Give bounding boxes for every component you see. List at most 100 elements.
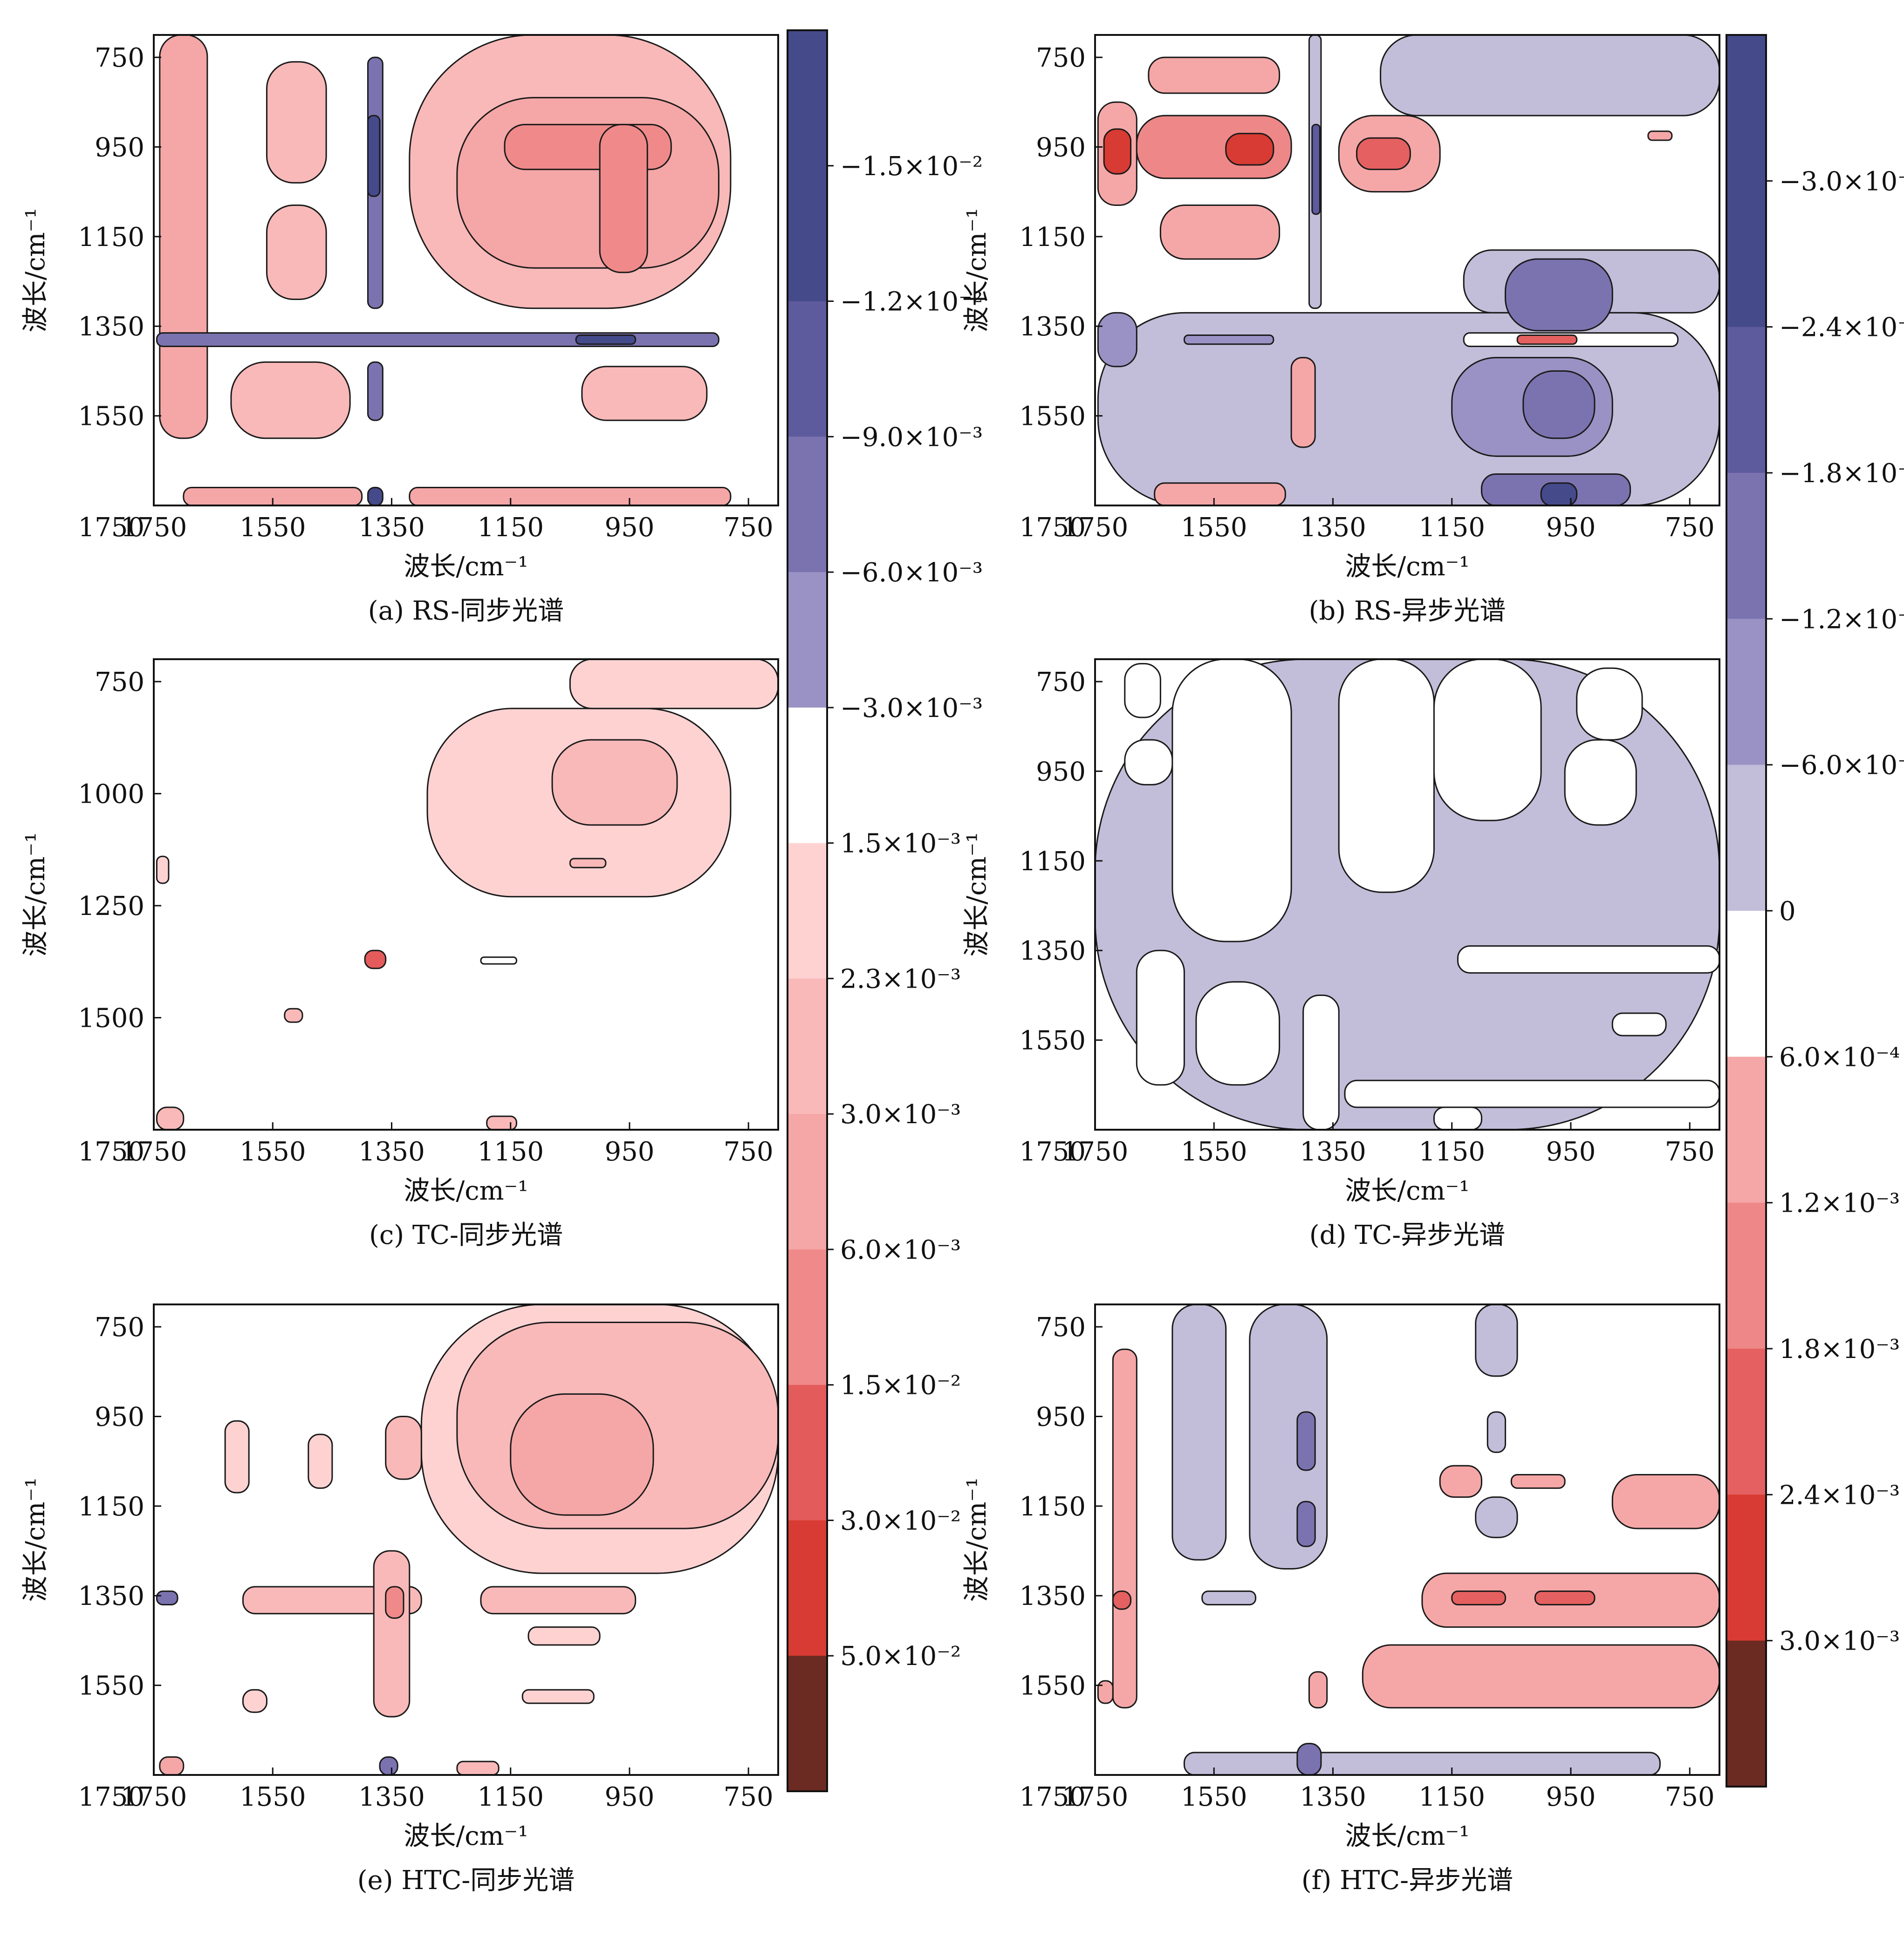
- colorbar-tick-label: 1.5×10⁻²: [840, 1371, 961, 1401]
- contour-region-c-1: [569, 659, 778, 710]
- x-tick-label: 1550: [1181, 1137, 1247, 1167]
- y-tick-label: 950: [95, 132, 144, 163]
- contour-hole-d-6: [1564, 739, 1637, 826]
- x-tick-label: 1750: [1062, 512, 1129, 543]
- colorbar-swatch: [788, 1114, 827, 1250]
- y-tick-label: 1150: [1019, 846, 1086, 877]
- y-tick-label: 950: [1036, 132, 1086, 163]
- x-tick-label: 1150: [477, 512, 544, 543]
- contour-region-a-4: [456, 97, 719, 269]
- x-tick-label: 1350: [1300, 1137, 1366, 1167]
- y-origin-label: 1750: [78, 1137, 144, 1167]
- colorbar-tick-label: −3.0×10⁻³: [1779, 166, 1904, 197]
- colorbar-swatch: [788, 1656, 827, 1792]
- y-tick-label: 1550: [1019, 402, 1086, 432]
- y-tick-label: 950: [1036, 1402, 1086, 1432]
- contour-region-e-8: [527, 1626, 601, 1646]
- contour-hole-d-3: [1338, 659, 1435, 893]
- x-tick-label: 1350: [1300, 512, 1366, 543]
- contour-region-c-9: [480, 956, 517, 965]
- colorbar-swatch: [1726, 35, 1766, 182]
- y-tick-label: 750: [95, 1312, 144, 1343]
- contour-region-f-14: [1451, 1590, 1507, 1605]
- x-tick-label: 750: [724, 512, 774, 543]
- contour-region-b-23: [1154, 482, 1286, 505]
- y-tick-label: 1550: [1019, 1026, 1086, 1056]
- panel-title: (c) TC-同步光谱: [369, 1220, 563, 1250]
- contour-region-a-1: [266, 61, 327, 184]
- colorbar-tick-label: 2.4×10⁻³: [1779, 1480, 1900, 1510]
- colorbar-swatch: [788, 301, 827, 437]
- contour-region-b-0: [1380, 35, 1719, 116]
- x-axis-label: 波长/cm⁻¹: [1345, 552, 1469, 582]
- chart-panel-d: 1750 1550 1350 1150 950 750 750 950 1150 1350 1550…: [962, 658, 1720, 1250]
- y-tick-label: 1350: [78, 312, 144, 342]
- contour-region-a-2: [266, 205, 327, 300]
- colorbar-swatch: [1726, 327, 1766, 473]
- colorbar-tick-label: 5.0×10⁻²: [840, 1641, 961, 1672]
- panel-title: (a) RS-同步光谱: [368, 596, 564, 626]
- contour-region-e-4: [385, 1415, 422, 1480]
- y-tick-label: 1250: [78, 891, 144, 921]
- y-tick-label: 1350: [1019, 1581, 1086, 1611]
- contour-region-e-16: [156, 1590, 178, 1605]
- colorbar-frame: [787, 29, 828, 1792]
- contour-region-e-7: [480, 1586, 637, 1615]
- colorbar-tick-label: 6.0×10⁻³: [840, 1235, 961, 1265]
- colorbar-tick-label: −9.0×10⁻³: [840, 422, 983, 452]
- x-tick-label: 1150: [1418, 1782, 1485, 1812]
- x-axis-label: 波长/cm⁻¹: [404, 1821, 528, 1851]
- contour-region-a-6: [599, 123, 648, 273]
- x-tick-label: 950: [605, 1782, 655, 1812]
- contour-region-b-20: [1290, 357, 1316, 448]
- colorbar-tick-label: −1.2×10⁻²: [840, 287, 983, 317]
- colorbar-swatch: [788, 30, 827, 166]
- x-tick-label: 750: [724, 1137, 774, 1167]
- x-tick-label: 1150: [477, 1782, 544, 1812]
- contour-layer: [1097, 1304, 1719, 1775]
- x-tick-label: 1750: [121, 1782, 187, 1812]
- y-tick-label: 1350: [1019, 936, 1086, 966]
- y-tick-label: 750: [95, 667, 144, 697]
- x-tick-label: 750: [1665, 1137, 1715, 1167]
- chart-panel-b: 1750 1550 1350 1150 950 750 750 950 1150 1350 1550…: [962, 34, 1720, 626]
- x-tick-label: 1550: [1181, 512, 1247, 543]
- y-tick-label: 950: [1036, 757, 1086, 787]
- contour-hole-d-7: [1457, 945, 1719, 974]
- contour-region-c-4: [364, 949, 387, 969]
- colorbar-swatch: [1726, 1202, 1766, 1349]
- colorbar-swatch: [1726, 1057, 1766, 1203]
- contour-region-a-8: [581, 366, 708, 421]
- contour-region-b-9: [1540, 482, 1578, 505]
- contour-region-f-7: [1201, 1590, 1257, 1605]
- y-axis-label: 波长/cm⁻¹: [21, 1477, 51, 1602]
- contour-region-e-6: [385, 1586, 404, 1619]
- plot-frame: [1094, 34, 1720, 506]
- x-axis-label: 波长/cm⁻¹: [404, 552, 528, 582]
- colorbar-tick-label: −3.0×10⁻³: [840, 693, 983, 723]
- contour-region-a-16: [367, 487, 384, 505]
- contour-layer: [156, 35, 732, 505]
- colorbar-tick-label: 1.5×10⁻³: [840, 829, 961, 859]
- contour-region-b-7: [1522, 370, 1596, 439]
- colorbar-swatch: [1726, 764, 1766, 911]
- colorbar-swatch: [788, 978, 827, 1115]
- y-tick-label: 1500: [78, 1003, 144, 1034]
- contour-region-b-11: [1311, 123, 1321, 215]
- contour-region-e-10: [308, 1433, 333, 1489]
- colorbar-swatch: [788, 165, 827, 302]
- contour-region-c-8: [284, 1008, 303, 1023]
- y-tick-label: 950: [95, 1402, 144, 1432]
- x-tick-label: 950: [1546, 1782, 1596, 1812]
- contour-region-e-2: [510, 1393, 654, 1516]
- contour-region-b-16: [1225, 133, 1274, 166]
- contour-layer: [1097, 35, 1719, 505]
- contour-region-e-13: [159, 1756, 185, 1775]
- colorbar-swatch: [788, 843, 827, 979]
- contour-region-b-19: [1356, 137, 1411, 171]
- contour-region-b-22: [1516, 334, 1578, 345]
- x-tick-label: 1750: [1062, 1782, 1129, 1812]
- contour-hole-d-13: [1611, 1012, 1667, 1037]
- y-axis-label: 波长/cm⁻¹: [962, 208, 992, 332]
- colorbar-tick-label: −1.8×10⁻³: [1779, 458, 1904, 489]
